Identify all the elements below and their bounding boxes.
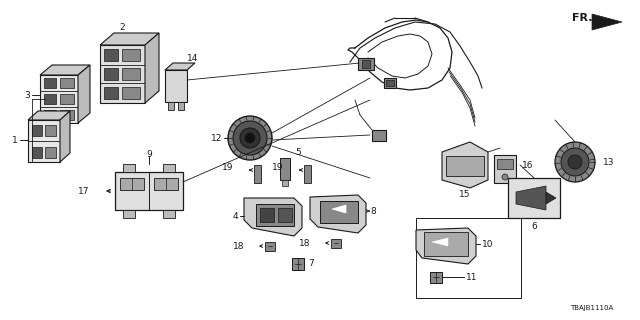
Circle shape (568, 155, 582, 169)
Bar (60, 110, 74, 120)
Bar (254, 165, 261, 183)
Bar (45, 147, 56, 158)
Bar (122, 49, 140, 61)
Text: 19: 19 (271, 163, 283, 172)
Bar (178, 102, 184, 110)
Polygon shape (244, 198, 302, 236)
Bar (104, 68, 118, 80)
Circle shape (240, 128, 260, 148)
Text: 7: 7 (308, 260, 314, 268)
Text: 5: 5 (295, 148, 301, 156)
Text: 18: 18 (232, 242, 244, 251)
Bar (120, 178, 144, 190)
Text: FR.: FR. (572, 13, 593, 23)
Circle shape (245, 133, 255, 143)
Bar (304, 165, 311, 183)
Polygon shape (310, 195, 366, 233)
Bar (331, 239, 341, 248)
Bar (40, 75, 78, 123)
Bar (256, 204, 294, 226)
Polygon shape (145, 33, 159, 103)
Polygon shape (442, 142, 488, 188)
Bar (165, 70, 187, 102)
Polygon shape (546, 192, 556, 204)
Bar (154, 178, 178, 190)
Bar (32, 125, 42, 136)
Text: 3: 3 (24, 91, 30, 100)
Polygon shape (100, 33, 159, 45)
Bar (123, 164, 135, 172)
Polygon shape (60, 111, 70, 162)
Bar (280, 158, 290, 180)
Bar (168, 102, 174, 110)
Bar (508, 178, 560, 218)
Text: 15: 15 (460, 189, 471, 198)
Bar (384, 78, 396, 88)
Bar (163, 210, 175, 218)
Circle shape (228, 116, 272, 160)
Text: 6: 6 (531, 221, 537, 230)
Polygon shape (592, 14, 622, 30)
Text: 13: 13 (603, 157, 614, 166)
Bar (32, 147, 42, 158)
Bar (60, 78, 74, 88)
Bar (163, 164, 175, 172)
Bar (45, 125, 56, 136)
Bar (424, 232, 468, 256)
Text: 1: 1 (12, 135, 18, 145)
Polygon shape (78, 65, 90, 123)
Text: 2: 2 (119, 22, 125, 31)
Text: 16: 16 (522, 161, 534, 170)
Circle shape (233, 121, 267, 155)
Bar (44, 110, 56, 120)
Bar (28, 120, 60, 162)
Bar (320, 201, 358, 223)
Bar (416, 218, 521, 298)
Bar (358, 58, 374, 70)
Bar (282, 180, 288, 186)
Bar (362, 60, 370, 68)
Bar (44, 94, 56, 104)
Text: 17: 17 (77, 187, 89, 196)
Bar (292, 258, 304, 270)
Bar (386, 80, 394, 86)
Polygon shape (432, 238, 448, 246)
Bar (100, 45, 145, 103)
Text: 10: 10 (482, 239, 493, 249)
Bar (372, 130, 386, 141)
Bar (446, 156, 484, 176)
Bar (44, 78, 56, 88)
Bar (104, 87, 118, 99)
Bar (104, 49, 118, 61)
Bar (430, 272, 442, 283)
Text: 8: 8 (370, 206, 376, 215)
Polygon shape (165, 63, 195, 70)
Text: 14: 14 (187, 53, 198, 62)
Polygon shape (332, 205, 346, 213)
Text: 11: 11 (466, 273, 477, 282)
Bar (278, 208, 292, 222)
Bar (60, 94, 74, 104)
Polygon shape (28, 111, 70, 120)
Polygon shape (416, 228, 476, 264)
Text: TBAJB1110A: TBAJB1110A (570, 305, 613, 311)
Text: 4: 4 (232, 212, 238, 220)
Bar (260, 208, 274, 222)
Text: 12: 12 (211, 133, 222, 142)
Circle shape (555, 142, 595, 182)
Text: 18: 18 (298, 238, 310, 247)
Bar (265, 242, 275, 251)
Text: 9: 9 (146, 149, 152, 158)
Text: 19: 19 (221, 163, 233, 172)
Bar (122, 87, 140, 99)
Bar (494, 155, 516, 183)
Bar (115, 172, 183, 210)
Polygon shape (40, 65, 90, 75)
Bar (122, 68, 140, 80)
Polygon shape (516, 186, 546, 210)
Circle shape (561, 148, 589, 176)
Bar (497, 159, 513, 169)
Bar (123, 210, 135, 218)
Circle shape (502, 174, 508, 180)
